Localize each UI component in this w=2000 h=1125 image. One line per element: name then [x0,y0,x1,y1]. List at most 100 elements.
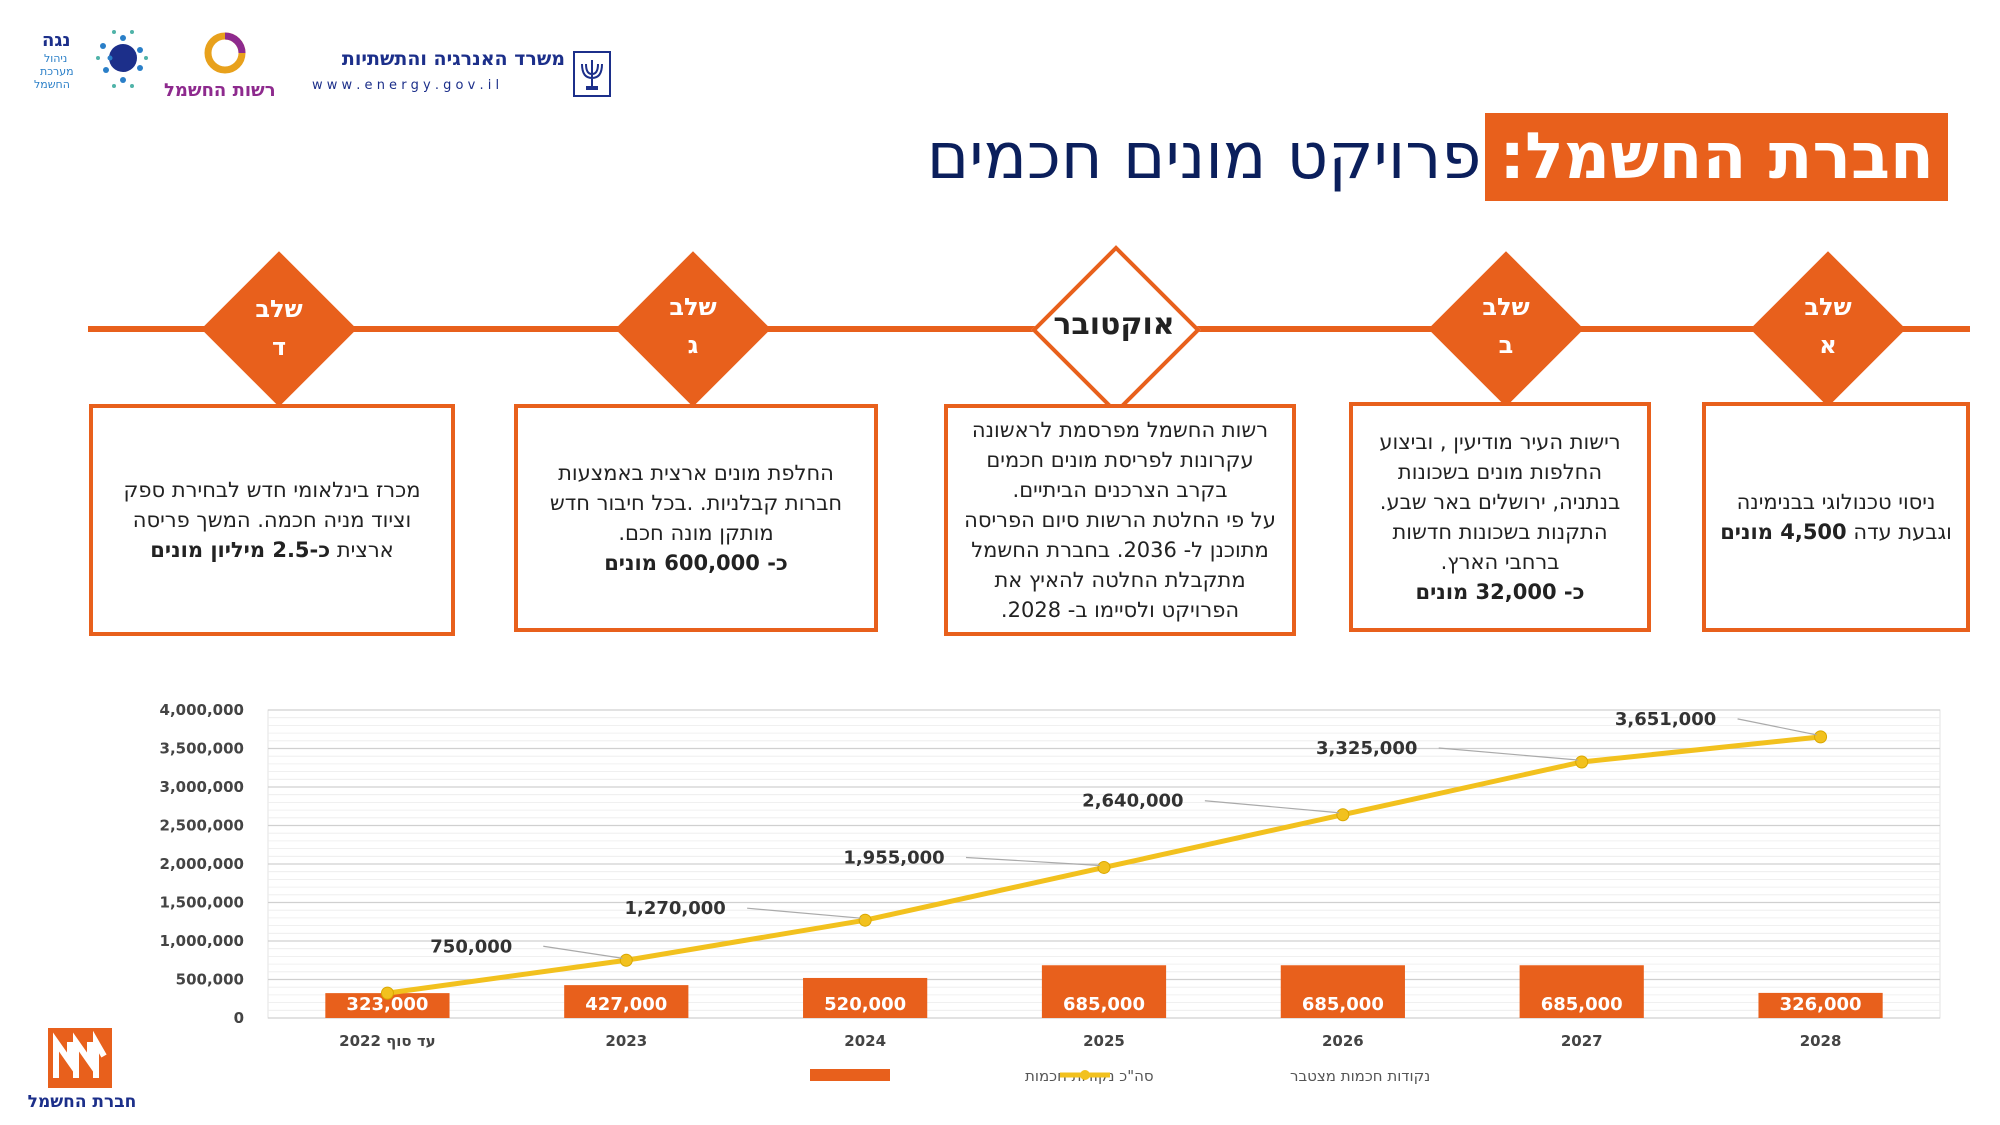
line-point-label: 2,640,000 [1082,791,1183,812]
line-point [380,986,394,1000]
y-tick-label: 500,000 [176,971,244,989]
bar [1280,965,1405,1018]
leader-line [1438,747,1578,761]
bar-label: 520,000 [824,994,906,1015]
line-point [858,913,872,927]
bar-label: 323,000 [346,994,428,1015]
leader-line [965,856,1101,867]
page-title: חברת החשמל: פרויקט מונים חכמים [927,112,1948,202]
ministry-name: משרד האנרגיה והתשתיות [341,48,565,70]
stage-d-text-2: וציוד מניה חכמה. המשך פריסה [132,508,412,532]
stage-a-text-2: וגבעת עדה [1853,520,1952,544]
title-rest: פרויקט מונים חכמים [926,120,1482,194]
bar-label: 685,000 [1541,994,1623,1015]
october-text-3: בקרב הצרכנים הביתיים. [1012,478,1228,502]
noga-dots-icon [96,30,148,88]
october-text-6: מתקבלת החלטה להאיץ את [994,568,1246,592]
y-tick-label: 4,000,000 [160,701,244,719]
stage-b-label: שלב ב [1426,288,1586,364]
bar [1041,965,1167,1018]
stage-b-box: רישות העיר מודיעין , וביצוע החלפות מונים… [1349,402,1651,632]
stage-b-label-1: שלב [1482,293,1530,321]
bar [1519,965,1644,1018]
stage-b-text-2: החלפות מונים בשכונות [1397,460,1603,484]
stage-c-highlight: כ- 600,000 מונים [604,551,788,575]
iec-mark-icon [48,1028,112,1088]
bar-label: 326,000 [1780,994,1862,1015]
leader-line [1204,800,1339,814]
stage-a-label: שלב א [1748,288,1908,364]
stage-b-label-2: ב [1498,331,1514,359]
x-tick-label: עד סוף 2022 [339,1032,435,1050]
stage-c-text-2: חברות קבלניות. .בכל חיבור חדש [549,491,843,515]
stage-c-box: החלפת מונים ארצית באמצעות חברות קבלניות.… [514,404,878,632]
october-text-5: מתוכנן ל- 2036. בחברת החשמל [971,538,1269,562]
line-point-label: 3,651,000 [1615,709,1716,730]
y-tick-label: 0 [234,1009,244,1027]
y-tick-label: 2,500,000 [160,817,244,835]
legend-swatch-bars [810,1069,890,1081]
stage-d-text-3: ארצית [336,538,394,562]
line-point [1097,860,1111,874]
line-point-label: 750,000 [430,936,512,957]
x-tick-label: 2024 [844,1032,886,1050]
line-point-label: 1,270,000 [624,898,725,919]
stage-a-label-2: א [1819,331,1837,359]
x-tick-label: 2023 [605,1032,647,1050]
line-point [1336,808,1350,822]
stage-b-highlight: כ- 32,000 מונים [1415,580,1585,604]
ministry-url: w w w . e n e r g y . g o v . i l [312,78,500,93]
stage-c-label-1: שלב [669,293,717,321]
leader-line [543,945,623,959]
leader-line [1737,718,1817,736]
line-point [619,953,633,967]
bar-label: 427,000 [585,994,667,1015]
bar [564,985,689,1018]
stage-a-box: ניסוי טכנולוגי בבנימינה וגבעת עדה 4,500 … [1702,402,1970,632]
line-point [1814,730,1828,744]
stage-c-text-3: מותקן מונה חכם. [618,521,774,545]
october-text-7: הפרויקט ולסיימו ב- 2028. [1000,598,1240,622]
stage-d-text-3-row: ארצית כ-2.5 מיליון מונים [150,535,393,565]
ministry-logo: משרד האנרגיה והתשתיות w w w . e n e r g … [310,46,620,106]
x-tick-label: 2025 [1083,1032,1125,1050]
stage-a-text-2-row: וגבעת עדה 4,500 מונים [1720,517,1952,547]
stage-b-text-4: התקנות בשכונות חדשות [1392,520,1608,544]
stage-c-label-2: ג [687,331,699,359]
stage-b-text-1: רישות העיר מודיעין , וביצוע [1379,430,1621,454]
line-point [1575,755,1589,769]
y-tick-label: 3,000,000 [160,778,244,796]
stage-a-label-1: שלב [1804,293,1852,321]
noga-name: נגה [42,30,71,51]
stage-b-text-5: ברחבי הארץ. [1440,550,1560,574]
line-point-label: 3,325,000 [1316,738,1417,759]
stage-d-box: מכרז בינלאומי חדש לבחירת ספק וציוד מניה … [89,404,455,636]
noga-sub2: מערכת [40,65,74,78]
stage-c-label: שלב ג [613,288,773,364]
x-tick-label: 2027 [1561,1032,1603,1050]
stage-d-highlight: כ-2.5 מיליון מונים [150,538,331,562]
y-tick-label: 3,500,000 [160,740,244,758]
october-box: רשות החשמל מפרסמת לראשונה עקרונות לפריסת… [944,404,1296,636]
y-tick-label: 1,000,000 [160,932,244,950]
x-tick-label: 2026 [1322,1032,1364,1050]
y-tick-label: 2,000,000 [160,855,244,873]
stage-c-text-1: החלפת מונים ארצית באמצעות [558,461,834,485]
legend-label-line: נקודות חכמות מצטבר [1290,1067,1430,1085]
authority-logo: רשות החשמל [160,28,290,103]
october-text-1: רשות החשמל מפרסמת לראשונה [971,418,1269,442]
y-tick-label: 1,500,000 [160,894,244,912]
menorah-emblem-icon [573,51,611,97]
bar-label: 685,000 [1063,994,1145,1015]
october-text-4: על פי החלטת הרשות סיום הפריסה [964,508,1276,532]
noga-sub3: החשמל [34,78,70,91]
x-tick-label: 2028 [1800,1032,1842,1050]
stage-d-label-1: שלב [255,295,303,323]
authority-name: רשות החשמל [164,80,276,101]
bar [1758,992,1883,1018]
line-point-label: 1,955,000 [843,847,944,868]
bar [803,977,928,1018]
stage-d-label: שלב ד [199,290,359,366]
october-label: אוקטובר [1034,306,1194,344]
